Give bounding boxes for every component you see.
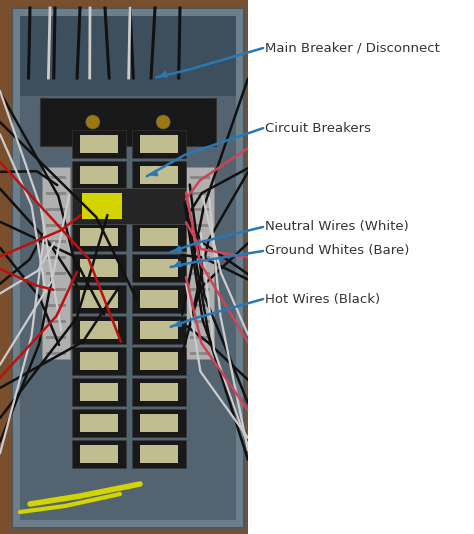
Bar bbox=[190, 352, 210, 355]
Bar bbox=[140, 197, 178, 215]
Bar bbox=[80, 445, 118, 463]
Bar bbox=[72, 378, 126, 406]
Bar bbox=[80, 352, 118, 370]
Bar bbox=[190, 224, 210, 227]
Bar bbox=[42, 167, 70, 359]
Bar bbox=[46, 208, 66, 211]
Bar bbox=[140, 259, 178, 277]
Bar bbox=[132, 409, 186, 437]
Bar bbox=[190, 192, 210, 195]
Bar bbox=[132, 223, 186, 251]
Bar bbox=[132, 285, 186, 313]
Bar bbox=[140, 166, 178, 184]
Bar bbox=[132, 254, 186, 282]
Bar bbox=[46, 272, 66, 275]
Bar bbox=[46, 288, 66, 291]
Bar bbox=[72, 316, 126, 344]
Bar bbox=[132, 130, 186, 158]
Bar bbox=[140, 445, 178, 463]
Circle shape bbox=[156, 115, 170, 129]
Bar bbox=[46, 352, 66, 355]
Bar bbox=[140, 383, 178, 401]
Bar bbox=[140, 321, 178, 339]
Bar bbox=[40, 98, 216, 146]
Bar bbox=[12, 8, 244, 528]
Bar bbox=[190, 272, 210, 275]
Bar bbox=[46, 320, 66, 323]
Bar bbox=[80, 383, 118, 401]
Bar bbox=[72, 347, 126, 375]
Bar bbox=[248, 0, 474, 534]
Bar bbox=[132, 347, 186, 375]
Bar bbox=[140, 352, 178, 370]
Bar bbox=[132, 440, 186, 468]
Bar bbox=[0, 0, 248, 534]
Bar bbox=[140, 228, 178, 246]
Bar bbox=[46, 256, 66, 259]
Bar bbox=[46, 304, 66, 307]
Bar bbox=[190, 256, 210, 259]
Bar bbox=[72, 130, 126, 158]
Bar bbox=[190, 208, 210, 211]
Bar bbox=[72, 440, 126, 468]
Bar bbox=[80, 290, 118, 308]
Text: Hot Wires (Black): Hot Wires (Black) bbox=[265, 293, 381, 305]
Text: Ground Whites (Bare): Ground Whites (Bare) bbox=[265, 245, 410, 257]
Bar bbox=[132, 316, 186, 344]
Bar bbox=[82, 193, 122, 219]
Bar bbox=[46, 336, 66, 339]
Bar bbox=[132, 378, 186, 406]
Bar bbox=[80, 259, 118, 277]
Bar bbox=[46, 224, 66, 227]
Bar bbox=[20, 16, 236, 520]
Text: Circuit Breakers: Circuit Breakers bbox=[265, 122, 372, 135]
Bar bbox=[132, 161, 186, 189]
Bar bbox=[186, 167, 214, 359]
Bar bbox=[190, 336, 210, 339]
Bar bbox=[80, 135, 118, 153]
Bar bbox=[132, 192, 186, 220]
Bar bbox=[20, 16, 236, 96]
Bar bbox=[80, 228, 118, 246]
Bar bbox=[80, 197, 118, 215]
Bar bbox=[140, 290, 178, 308]
Text: Main Breaker / Disconnect: Main Breaker / Disconnect bbox=[265, 42, 440, 54]
Bar bbox=[46, 192, 66, 195]
Bar bbox=[140, 414, 178, 432]
Bar bbox=[80, 321, 118, 339]
Circle shape bbox=[86, 115, 100, 129]
Bar bbox=[72, 188, 186, 224]
Bar bbox=[190, 320, 210, 323]
Bar bbox=[80, 166, 118, 184]
Bar bbox=[190, 288, 210, 291]
Bar bbox=[72, 161, 126, 189]
Bar bbox=[46, 176, 66, 179]
Bar bbox=[72, 254, 126, 282]
Bar bbox=[72, 192, 126, 220]
Bar bbox=[72, 285, 126, 313]
Bar bbox=[80, 414, 118, 432]
Text: Neutral Wires (White): Neutral Wires (White) bbox=[265, 221, 409, 233]
Bar bbox=[190, 304, 210, 307]
Bar bbox=[190, 240, 210, 243]
Bar bbox=[190, 176, 210, 179]
Bar bbox=[72, 409, 126, 437]
Bar bbox=[140, 135, 178, 153]
Bar bbox=[72, 223, 126, 251]
Bar bbox=[46, 240, 66, 243]
